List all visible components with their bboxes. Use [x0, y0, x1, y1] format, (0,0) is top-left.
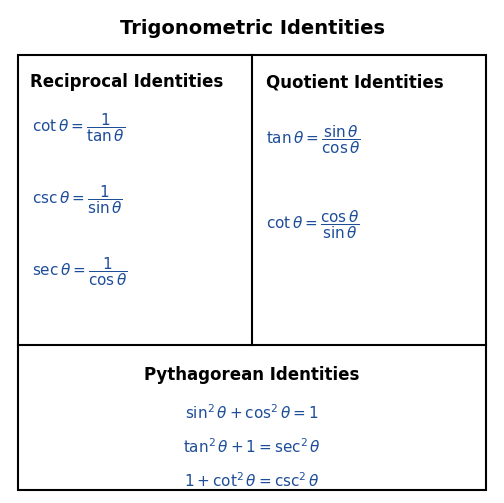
Text: $\sin^2 \theta + \cos^2 \theta = 1$: $\sin^2 \theta + \cos^2 \theta = 1$	[185, 403, 319, 423]
Text: Pythagorean Identities: Pythagorean Identities	[144, 366, 360, 384]
Text: $\cot \theta = \dfrac{1}{\tan \theta}$: $\cot \theta = \dfrac{1}{\tan \theta}$	[32, 112, 125, 144]
Text: Trigonometric Identities: Trigonometric Identities	[119, 19, 385, 38]
Text: $\cot \theta = \dfrac{\cos \theta}{\sin \theta}$: $\cot \theta = \dfrac{\cos \theta}{\sin …	[266, 209, 360, 241]
Text: $\tan \theta = \dfrac{\sin \theta}{\cos \theta}$: $\tan \theta = \dfrac{\sin \theta}{\cos …	[266, 124, 361, 156]
Bar	[18, 55, 486, 490]
Text: Reciprocal Identities: Reciprocal Identities	[30, 73, 223, 91]
Text: $1 + \cot^2 \theta = \csc^2 \theta$: $1 + \cot^2 \theta = \csc^2 \theta$	[184, 472, 320, 490]
Text: $\tan^2 \theta + 1 = \sec^2 \theta$: $\tan^2 \theta + 1 = \sec^2 \theta$	[183, 438, 321, 456]
Text: $\sec \theta = \dfrac{1}{\cos \theta}$: $\sec \theta = \dfrac{1}{\cos \theta}$	[32, 256, 128, 288]
Text: Quotient Identities: Quotient Identities	[266, 73, 444, 91]
Text: $\csc \theta = \dfrac{1}{\sin \theta}$: $\csc \theta = \dfrac{1}{\sin \theta}$	[32, 184, 123, 216]
